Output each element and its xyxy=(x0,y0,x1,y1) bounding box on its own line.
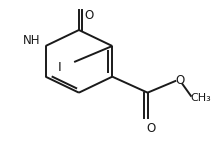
Text: I: I xyxy=(58,61,62,74)
Text: O: O xyxy=(85,9,94,22)
Text: CH₃: CH₃ xyxy=(191,93,211,103)
Text: NH: NH xyxy=(22,34,40,47)
Text: O: O xyxy=(175,74,184,87)
Text: O: O xyxy=(147,122,156,135)
